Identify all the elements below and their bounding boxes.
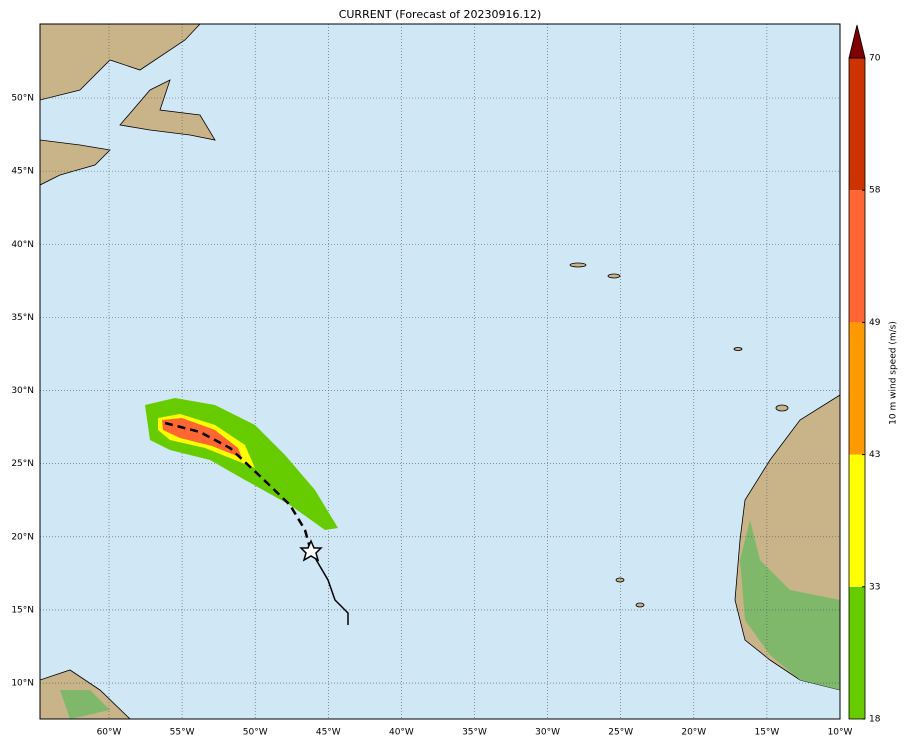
map-frame (39, 23, 841, 720)
colorbar-extension (848, 24, 866, 59)
x-tick-label: 55°W (170, 728, 195, 738)
x-tick-label: 40°W (389, 728, 414, 738)
y-tick-label: 40°N (11, 240, 34, 250)
x-tick-label: 20°W (681, 728, 706, 738)
y-tick-label: 25°N (11, 459, 34, 469)
y-tick-label: 20°N (11, 532, 34, 542)
x-tick-label: 60°W (97, 728, 122, 738)
y-tick-label: 15°N (11, 605, 34, 615)
colorbar-frame (848, 57, 866, 720)
colorbar-tick-label: 58 (869, 186, 881, 196)
map-title: CURRENT (Forecast of 20230916.12) (339, 8, 542, 21)
y-tick-label: 10°N (11, 679, 34, 689)
y-tick-label: 45°N (11, 167, 34, 177)
colorbar-tick-label: 49 (869, 318, 881, 328)
colorbar-segment (849, 586, 865, 719)
y-tick-label: 50°N (11, 94, 34, 104)
colorbar-tick-label: 70 (869, 54, 881, 64)
x-tick-label: 15°W (754, 728, 779, 738)
colorbar-tick-label: 18 (869, 715, 881, 725)
colorbar-segment (849, 190, 865, 323)
x-tick-label: 50°W (243, 728, 268, 738)
y-tick-label: 30°N (11, 386, 34, 396)
colorbar-segment (849, 454, 865, 587)
colorbar-tick-label: 43 (869, 450, 880, 460)
colorbar-segment (849, 322, 865, 455)
x-tick-label: 45°W (316, 728, 341, 738)
colorbar-label: 10 m wind speed (m/s) (889, 321, 899, 425)
colorbar-tick-label: 33 (869, 582, 880, 592)
x-tick-label: 10°W (828, 728, 853, 738)
x-tick-label: 35°W (462, 728, 487, 738)
ocean (40, 24, 840, 719)
y-tick-label: 35°N (11, 313, 34, 323)
colorbar-segment (849, 58, 865, 191)
x-tick-label: 25°W (608, 728, 633, 738)
land (40, 24, 840, 719)
x-tick-label: 30°W (535, 728, 560, 738)
wind-swath (145, 398, 349, 625)
